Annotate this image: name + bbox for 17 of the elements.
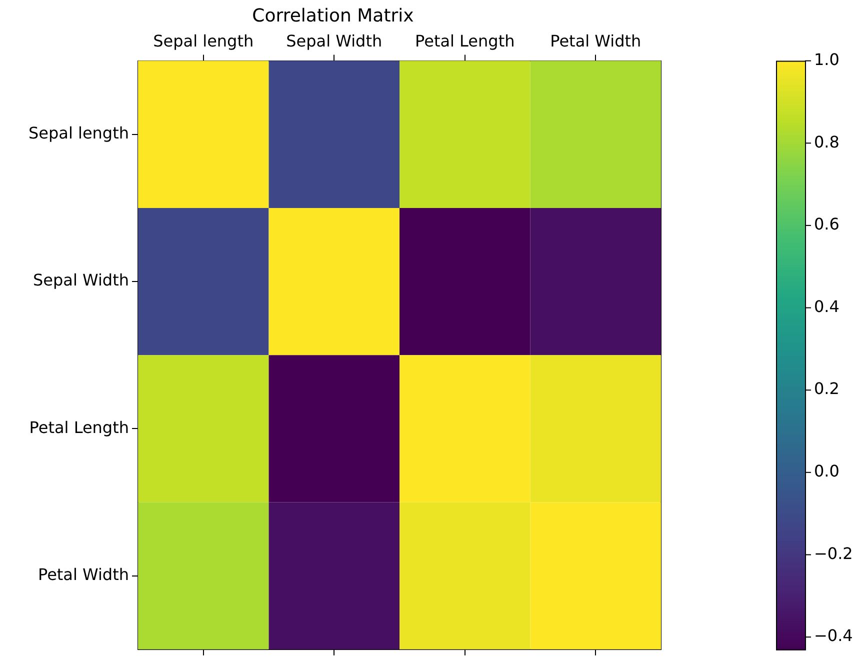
color-bar-label: 0.4 (814, 296, 840, 316)
y-tick-label: Sepal Width (33, 270, 129, 290)
x-tick-label: Sepal length (153, 31, 254, 50)
color-bar-label: 0.0 (814, 462, 840, 481)
color-bar-label: −0.2 (814, 544, 853, 563)
y-tick-label: Petal Width (38, 564, 129, 584)
x-tick-label: Petal Length (415, 31, 515, 50)
x-tick-label: Sepal Width (286, 31, 382, 50)
color-bar-label: −0.4 (814, 626, 853, 646)
color-bar-label: 0.6 (814, 214, 840, 234)
x-tick-label: Petal Width (550, 31, 642, 50)
y-tick-label: Petal Length (29, 418, 129, 437)
color-bar-label: 0.8 (814, 132, 840, 152)
chart-title: Correlation Matrix (252, 5, 414, 26)
y-tick-label: Sepal length (28, 124, 129, 143)
color-bar-label: 0.2 (814, 379, 840, 398)
color-bar-label: 1.0 (814, 50, 840, 69)
